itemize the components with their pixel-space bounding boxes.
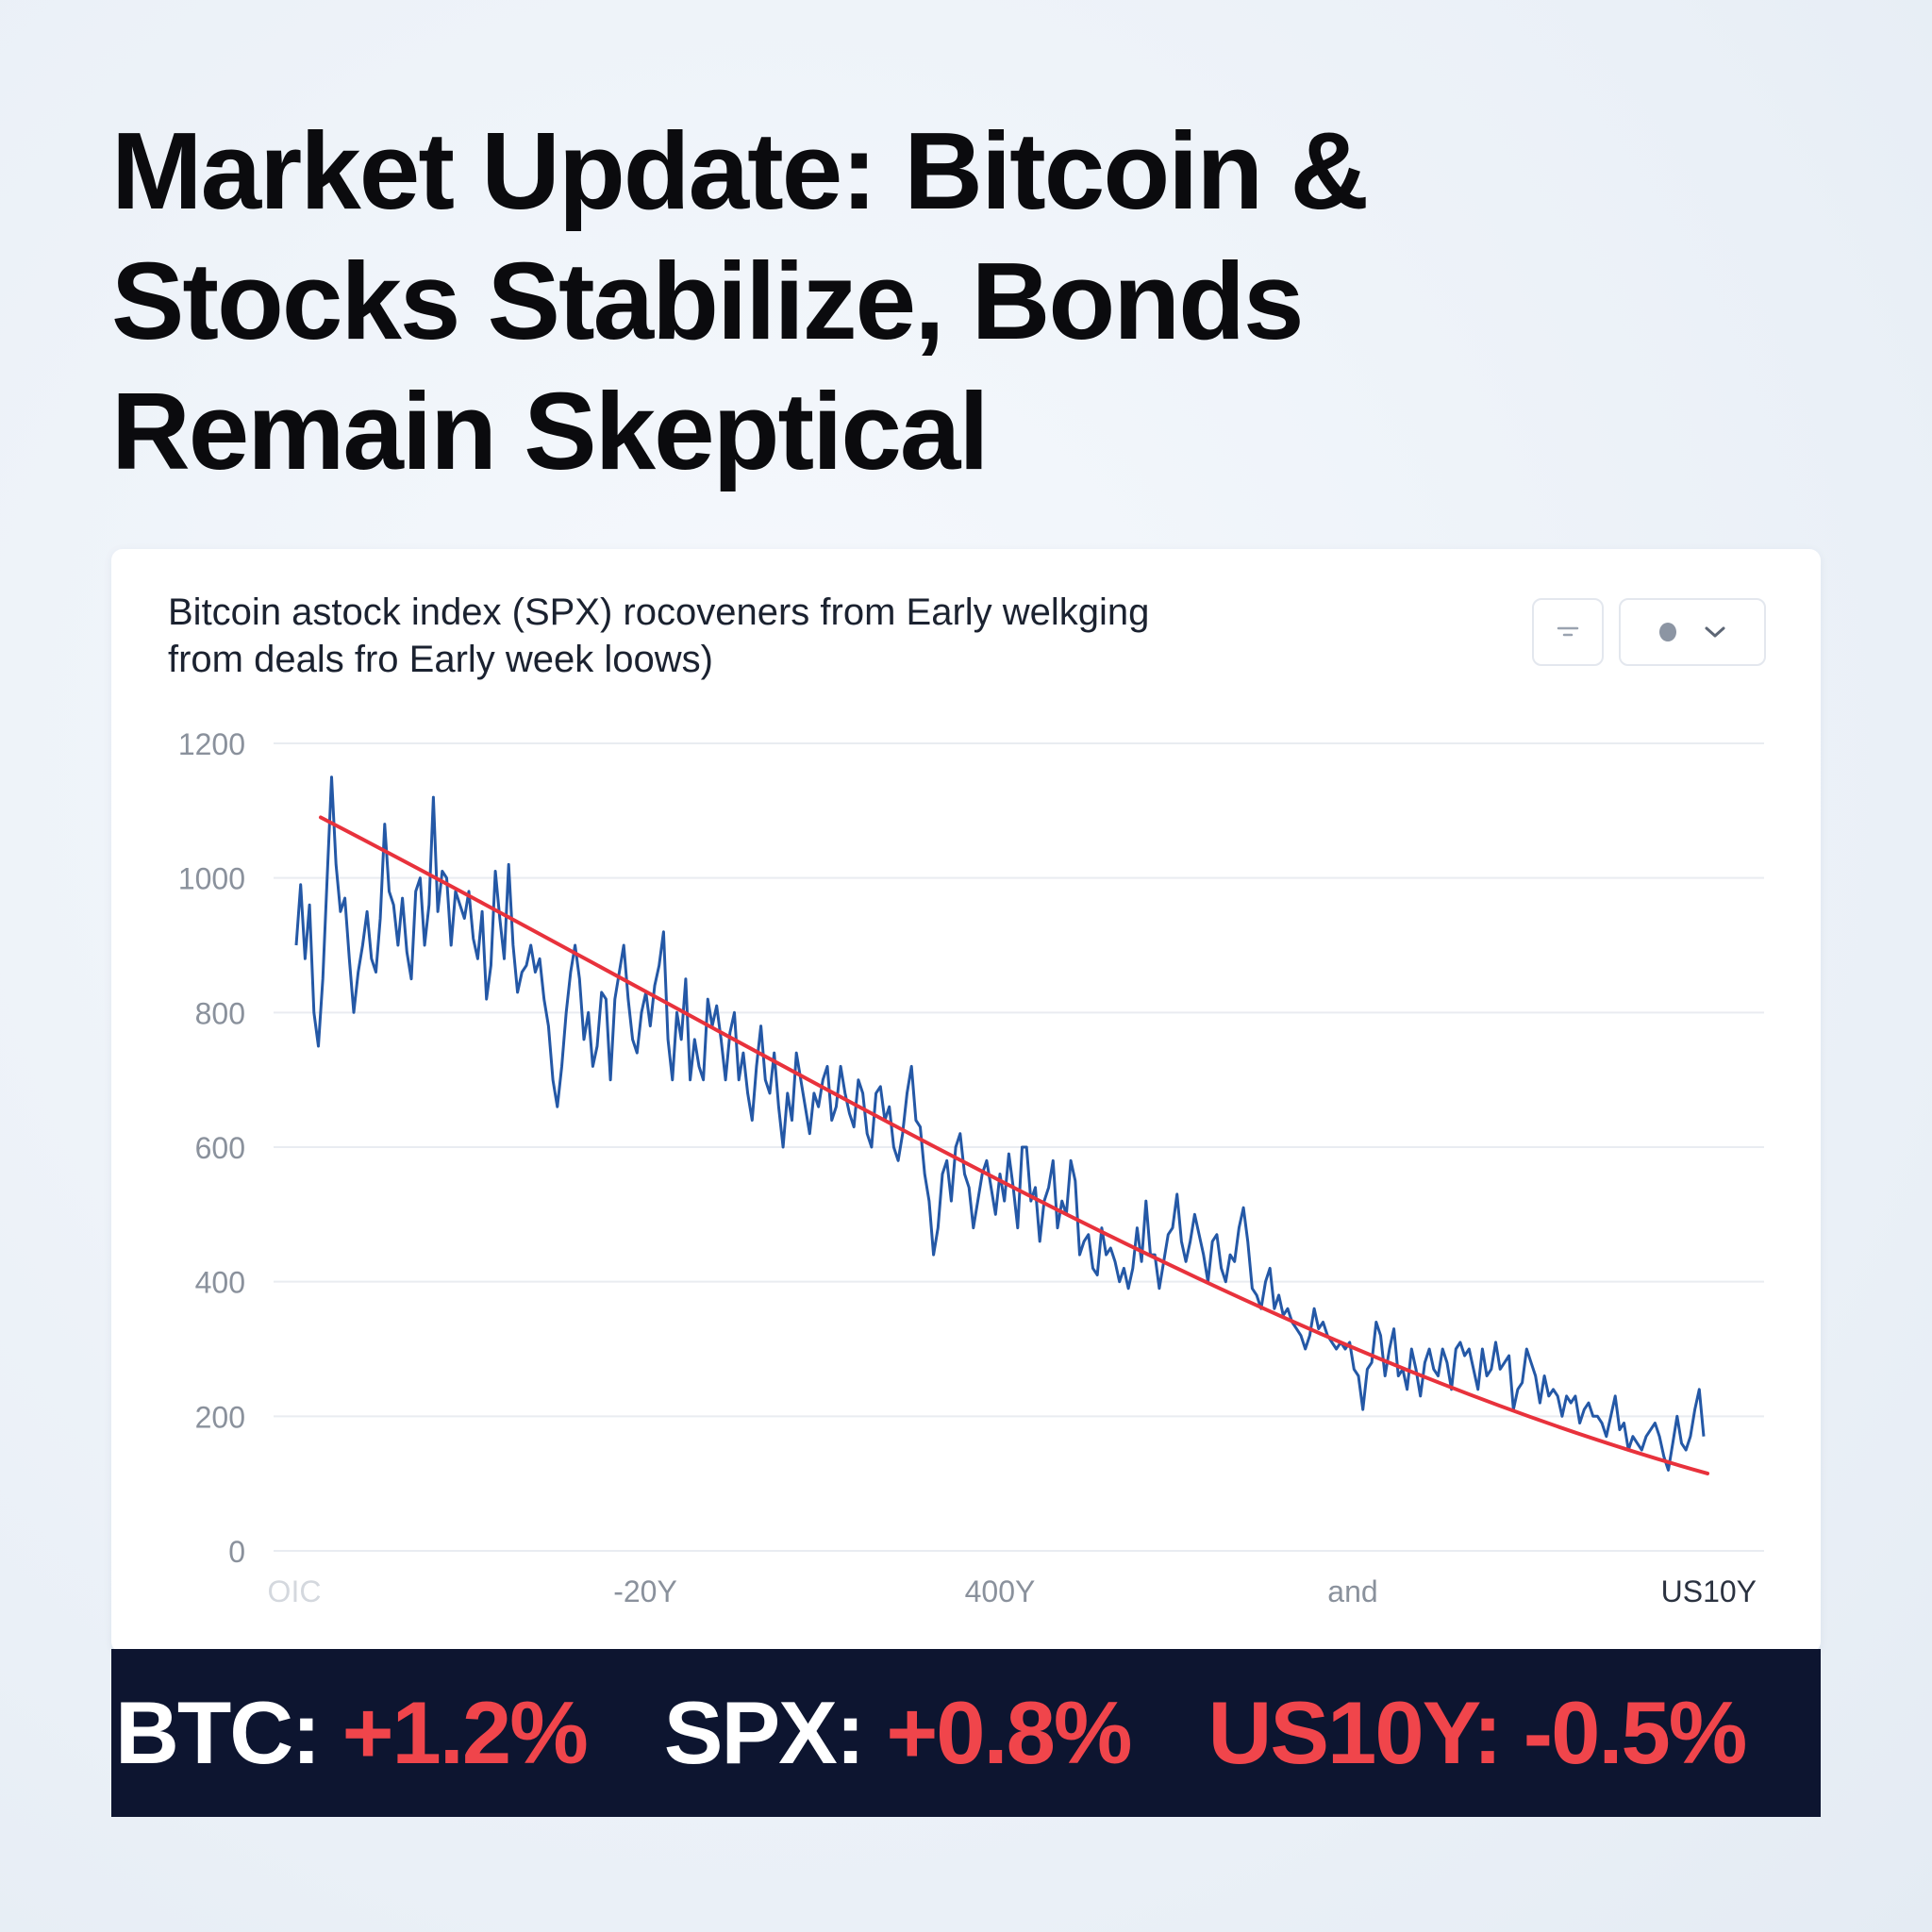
y-tick-label: 400	[195, 1266, 245, 1300]
x-axis-ticks: OIC -20Y 400Y and US10Y	[268, 1574, 1757, 1608]
ticker-symbol: US10Y:	[1208, 1683, 1502, 1782]
y-tick-label: 200	[195, 1400, 245, 1434]
filter-icon	[1557, 626, 1579, 637]
series-line-trend	[319, 815, 1709, 1475]
headline-line-3: Remain Skeptical	[111, 370, 990, 492]
chart-subtitle: Bitcoin astock index (SPX) rocoveners fr…	[168, 589, 1300, 683]
y-tick-label: 0	[228, 1535, 245, 1569]
headline: Market Update: Bitcoin & Stocks Stabiliz…	[111, 106, 1772, 496]
chart-gridlines	[274, 742, 1764, 1552]
x-tick-label: and	[1327, 1574, 1377, 1608]
x-tick-label: OIC	[268, 1574, 322, 1608]
ticker-item-btc: BTC: +1.2%	[115, 1682, 589, 1784]
ticker-change: -0.5%	[1523, 1683, 1748, 1782]
x-tick-label: 400Y	[965, 1574, 1036, 1608]
chart-subtitle-line-2: from deals fro Early week loows)	[168, 639, 713, 680]
ticker-change: +0.8%	[886, 1683, 1132, 1782]
headline-line-2: Stocks Stabilize, Bonds	[111, 240, 1305, 362]
circle-icon	[1659, 623, 1676, 641]
series-view-dropdown[interactable]	[1619, 598, 1766, 666]
ticker-item-us10y: US10Y: -0.5%	[1208, 1682, 1748, 1784]
ticker-change: +1.2%	[341, 1683, 589, 1782]
y-tick-label: 1200	[178, 727, 245, 761]
y-tick-label: 800	[195, 996, 245, 1030]
ticker-symbol: BTC:	[115, 1683, 321, 1782]
line-chart: 0 200 400 600 800 1000 1200 OIC -20Y 400Y and US10…	[178, 727, 1764, 1608]
x-tick-label: US10Y	[1661, 1574, 1757, 1608]
series-line-price	[294, 775, 1706, 1472]
ticker-bar: BTC: +1.2% SPX: +0.8% US10Y: -0.5%	[111, 1649, 1821, 1817]
ticker-symbol: SPX:	[663, 1683, 865, 1782]
chart-series	[294, 775, 1709, 1475]
chevron-down-icon	[1705, 626, 1725, 638]
y-tick-label: 1000	[178, 862, 245, 896]
x-tick-label: -20Y	[613, 1574, 677, 1608]
chart-card: Bitcoin astock index (SPX) rocoveners fr…	[111, 549, 1821, 1653]
ticker-item-spx: SPX: +0.8%	[663, 1682, 1133, 1784]
headline-line-1: Market Update: Bitcoin &	[111, 109, 1369, 232]
chart-subtitle-line-1: Bitcoin astock index (SPX) rocoveners fr…	[168, 591, 1150, 633]
filter-button[interactable]	[1532, 598, 1604, 666]
y-axis-ticks: 0 200 400 600 800 1000 1200	[178, 727, 245, 1569]
y-tick-label: 600	[195, 1131, 245, 1165]
